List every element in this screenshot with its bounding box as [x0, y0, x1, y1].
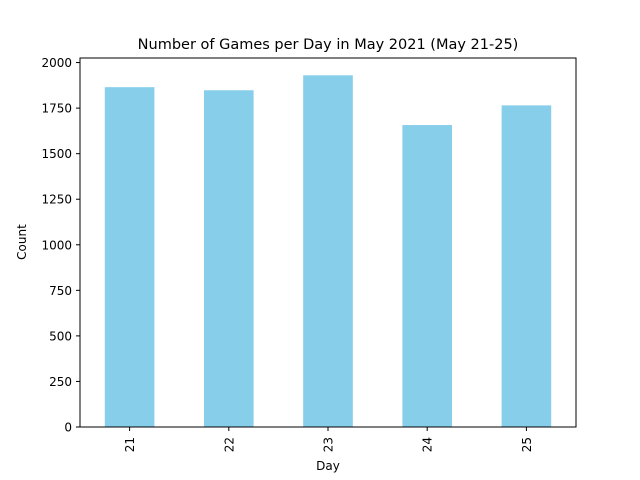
y-tick-label: 250 — [49, 375, 72, 389]
x-tick-label: 23 — [322, 437, 336, 452]
y-tick-label: 750 — [49, 284, 72, 298]
y-tick-label: 0 — [64, 421, 72, 435]
bars-layer — [104, 75, 552, 427]
bar-day-21 — [104, 87, 155, 427]
y-tick-label: 2000 — [41, 56, 72, 70]
bar-day-24 — [402, 125, 452, 427]
y-tick-label: 1750 — [41, 102, 72, 116]
y-axis: 0 250 500 750 1000 1250 1500 1750 2000 — [41, 56, 80, 435]
x-tick-label: 22 — [222, 437, 236, 452]
x-tick-label: 25 — [520, 437, 534, 452]
x-tick-label: 24 — [421, 437, 435, 452]
bar-day-23 — [303, 75, 353, 427]
y-tick-label: 500 — [49, 329, 72, 343]
x-tick-label: 21 — [123, 437, 137, 452]
y-tick-label: 1500 — [41, 147, 72, 161]
x-axis: 21 22 23 24 25 — [123, 427, 534, 452]
y-tick-label: 1250 — [41, 193, 72, 207]
plot-frame — [79, 57, 577, 428]
x-axis-label: Day — [316, 459, 340, 473]
y-tick-label: 1000 — [41, 238, 72, 252]
y-axis-label: Count — [15, 224, 29, 260]
bar-day-22 — [204, 90, 254, 427]
chart-title: Number of Games per Day in May 2021 (May… — [138, 37, 519, 53]
bar-day-25 — [501, 105, 552, 427]
